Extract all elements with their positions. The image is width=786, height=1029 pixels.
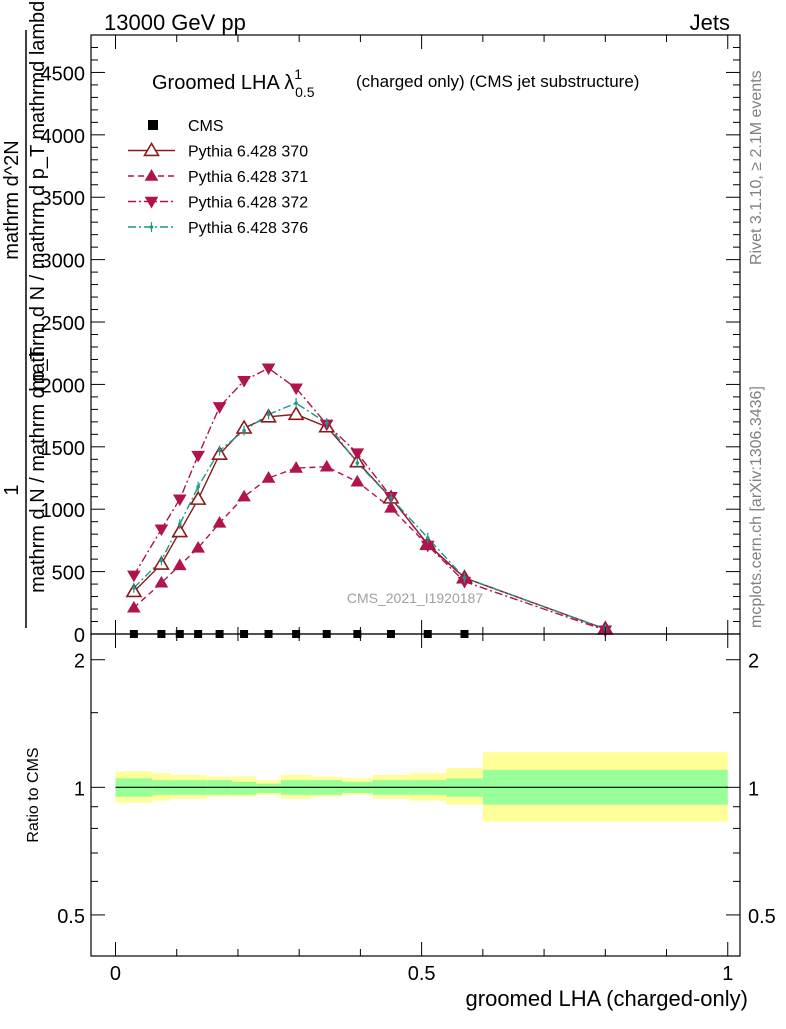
series-3-point bbox=[289, 383, 303, 396]
main-ytick-label: 2000 bbox=[41, 375, 86, 397]
series-1-point bbox=[171, 523, 189, 538]
ratio-xtick-label: 1 bbox=[722, 963, 733, 985]
main-axis-ticks: 0 500 1000 1500 2000 2500 3000 3500 4000 4500 bbox=[41, 34, 740, 647]
main-ytick-label: 4500 bbox=[41, 63, 86, 85]
legend-marker-3 bbox=[144, 196, 159, 209]
ratio-panel bbox=[115, 752, 728, 822]
header-right: Jets bbox=[690, 10, 730, 35]
main-ylabel-numerator: 1 bbox=[1, 484, 23, 495]
main-ytick-label: 1000 bbox=[41, 500, 86, 522]
series-3-point bbox=[350, 448, 365, 460]
main-ylabel-top: mathrm d^2N bbox=[1, 140, 23, 259]
x-axis-label: groomed LHA (charged-only) bbox=[466, 986, 748, 1011]
series-3-point bbox=[237, 375, 251, 388]
series-2-point bbox=[237, 489, 251, 502]
ratio-ylabel: Ratio to CMS bbox=[25, 747, 42, 842]
legend-cms-marker bbox=[148, 120, 158, 130]
main-ylabel: 1 mathrm d^2N mathrm d N / mathrm d p_T … bbox=[1, 0, 49, 628]
ratio-ytick-label-right: 0.5 bbox=[748, 906, 776, 928]
ratio-inner-band bbox=[256, 783, 281, 793]
series-2-point bbox=[154, 575, 169, 588]
ratio-inner-band bbox=[231, 781, 257, 795]
series-3-point bbox=[212, 402, 227, 414]
series-3-point bbox=[261, 363, 276, 376]
legend-label-3: Pythia 6.428 372 bbox=[188, 195, 308, 212]
main-ytick-label: 3000 bbox=[41, 251, 86, 273]
main-title-sup: 1 bbox=[294, 66, 302, 82]
main-series-lines bbox=[133, 367, 606, 631]
main-ylabel-mid: mathrm d N / mathrm d p_T bbox=[27, 347, 49, 593]
ratio-axis-ticks: 0.5 0.5 1 1 2 2 0 0.5 1 bbox=[57, 634, 776, 985]
series-1-point bbox=[189, 490, 207, 505]
ratio-ytick-label-left: 1 bbox=[74, 778, 85, 800]
main-title-rest: (charged only) (CMS jet substructure) bbox=[356, 72, 639, 91]
series-2-point bbox=[261, 471, 276, 483]
series-2-point bbox=[127, 600, 141, 613]
series-line-2 bbox=[133, 466, 606, 630]
main-ytick-label: 4000 bbox=[41, 126, 86, 148]
series-2-point bbox=[319, 459, 334, 472]
series-3-point bbox=[172, 494, 187, 507]
ratio-ytick-label-left: 0.5 bbox=[57, 906, 85, 928]
legend-marker-1 bbox=[143, 141, 160, 157]
series-2-point bbox=[289, 461, 303, 473]
series-line-3 bbox=[133, 367, 606, 631]
main-ylabel-denominator: mathrm d N / mathrm d p_T mathrmd lambda bbox=[27, 0, 49, 390]
main-title-sub: 0.5 bbox=[295, 84, 315, 100]
main-ytick-label: 3500 bbox=[41, 188, 86, 210]
header-left: 13000 GeV pp bbox=[104, 10, 246, 35]
series-3-point bbox=[154, 524, 169, 537]
main-ytick-label: 2500 bbox=[41, 313, 86, 335]
main-title: Groomed LHA λ1 0.5 bbox=[152, 66, 315, 100]
series-line-4 bbox=[133, 402, 606, 630]
series-2-point bbox=[350, 474, 365, 487]
main-ytick-label: 1500 bbox=[41, 438, 86, 460]
series-2-point bbox=[172, 558, 187, 571]
rivet-version-label: Rivet 3.1.10, ≥ 2.1M events bbox=[748, 70, 765, 265]
ratio-ytick-label-right: 1 bbox=[748, 778, 759, 800]
legend-label-2: Pythia 6.428 371 bbox=[188, 169, 308, 186]
series-1-point bbox=[287, 405, 305, 421]
main-ytick-label: 500 bbox=[52, 563, 85, 585]
legend-label-4: Pythia 6.428 376 bbox=[188, 220, 308, 237]
series-3-point bbox=[191, 450, 205, 463]
mcplots-label: mcplots.cern.ch [arXiv:1306.3436] bbox=[748, 386, 765, 628]
ratio-ytick-label-left: 2 bbox=[74, 651, 85, 673]
ratio-frame bbox=[90, 633, 741, 957]
main-title-text: Groomed LHA λ bbox=[152, 72, 294, 94]
analysis-watermark: CMS_2021_I1920187 bbox=[347, 590, 483, 606]
main-series-markers bbox=[125, 363, 614, 638]
ratio-xtick-label: 0 bbox=[110, 963, 121, 985]
series-3-point bbox=[127, 570, 141, 583]
ratio-ytick-label-right: 2 bbox=[748, 651, 759, 673]
legend-marker-2 bbox=[144, 169, 159, 181]
legend-label-1: Pythia 6.428 370 bbox=[188, 144, 308, 161]
ratio-xtick-label: 0.5 bbox=[408, 963, 436, 985]
main-ytick-label: 0 bbox=[74, 625, 85, 647]
series-2-point bbox=[384, 501, 398, 513]
legend: CMS Pythia 6.428 370 Pythia 6.428 371 Pythi… bbox=[128, 118, 308, 237]
series-2-point bbox=[191, 540, 205, 553]
legend-cms-label: CMS bbox=[188, 118, 224, 135]
series-2-point bbox=[212, 515, 227, 528]
